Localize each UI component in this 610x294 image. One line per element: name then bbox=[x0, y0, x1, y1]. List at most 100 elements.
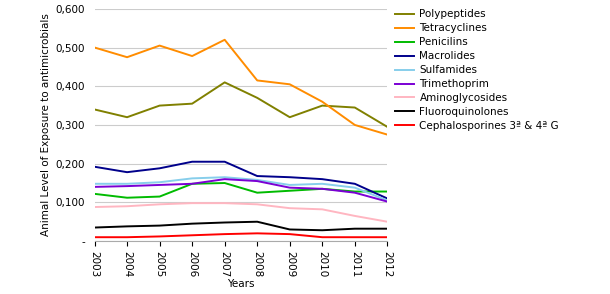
X-axis label: Years: Years bbox=[227, 279, 255, 289]
Aminoglycosides bbox=[384, 220, 391, 223]
Macrolides bbox=[188, 160, 196, 163]
Line: Sulfamides: Sulfamides bbox=[95, 177, 387, 201]
Legend: Polypeptides, Tetracyclines, Penicilins, Macrolides, Sulfamides, Trimethoprim, A: Polypeptides, Tetracyclines, Penicilins,… bbox=[395, 9, 559, 131]
Polypeptides bbox=[156, 104, 163, 107]
Penicilins bbox=[156, 195, 163, 198]
Sulfamides bbox=[384, 199, 391, 202]
Sulfamides bbox=[221, 176, 228, 179]
Tetracyclines bbox=[254, 79, 261, 82]
Sulfamides bbox=[254, 178, 261, 182]
Penicilins bbox=[91, 192, 98, 196]
Polypeptides bbox=[123, 116, 131, 119]
Aminoglycosides bbox=[254, 203, 261, 206]
Cephalosporines 3ª & 4ª G bbox=[384, 235, 391, 239]
Penicilins bbox=[318, 187, 326, 191]
Polypeptides bbox=[351, 106, 359, 109]
Aminoglycosides bbox=[318, 208, 326, 211]
Penicilins bbox=[221, 181, 228, 185]
Line: Trimethoprim: Trimethoprim bbox=[95, 179, 387, 202]
Macrolides bbox=[91, 165, 98, 168]
Line: Polypeptides: Polypeptides bbox=[95, 82, 387, 127]
Fluoroquinolones bbox=[351, 227, 359, 230]
Fluoroquinolones bbox=[221, 221, 228, 224]
Trimethoprim bbox=[188, 182, 196, 186]
Tetracyclines bbox=[351, 123, 359, 127]
Aminoglycosides bbox=[123, 205, 131, 208]
Macrolides bbox=[384, 197, 391, 200]
Aminoglycosides bbox=[188, 201, 196, 205]
Tetracyclines bbox=[123, 56, 131, 59]
Aminoglycosides bbox=[91, 205, 98, 209]
Cephalosporines 3ª & 4ª G bbox=[254, 232, 261, 235]
Fluoroquinolones bbox=[91, 226, 98, 229]
Sulfamides bbox=[286, 183, 293, 187]
Polypeptides bbox=[384, 125, 391, 129]
Sulfamides bbox=[156, 181, 163, 184]
Polypeptides bbox=[286, 116, 293, 119]
Tetracyclines bbox=[286, 83, 293, 86]
Aminoglycosides bbox=[221, 201, 228, 205]
Cephalosporines 3ª & 4ª G bbox=[91, 235, 98, 239]
Penicilins bbox=[351, 190, 359, 193]
Y-axis label: Animal Level of Exposure to antimicrobials: Animal Level of Exposure to antimicrobia… bbox=[41, 14, 51, 236]
Trimethoprim bbox=[286, 186, 293, 189]
Fluoroquinolones bbox=[286, 228, 293, 231]
Fluoroquinolones bbox=[123, 225, 131, 228]
Macrolides bbox=[254, 174, 261, 178]
Polypeptides bbox=[254, 96, 261, 100]
Cephalosporines 3ª & 4ª G bbox=[156, 235, 163, 238]
Tetracyclines bbox=[221, 38, 228, 41]
Trimethoprim bbox=[91, 185, 98, 189]
Polypeptides bbox=[221, 81, 228, 84]
Polypeptides bbox=[318, 104, 326, 107]
Sulfamides bbox=[351, 186, 359, 189]
Tetracyclines bbox=[384, 133, 391, 136]
Macrolides bbox=[318, 177, 326, 181]
Cephalosporines 3ª & 4ª G bbox=[188, 233, 196, 237]
Polypeptides bbox=[188, 102, 196, 106]
Fluoroquinolones bbox=[188, 222, 196, 225]
Cephalosporines 3ª & 4ª G bbox=[351, 235, 359, 239]
Sulfamides bbox=[123, 182, 131, 186]
Penicilins bbox=[384, 190, 391, 193]
Fluoroquinolones bbox=[156, 224, 163, 227]
Polypeptides bbox=[91, 108, 98, 111]
Line: Penicilins: Penicilins bbox=[95, 183, 387, 198]
Trimethoprim bbox=[123, 184, 131, 188]
Macrolides bbox=[351, 182, 359, 186]
Cephalosporines 3ª & 4ª G bbox=[123, 235, 131, 239]
Sulfamides bbox=[188, 177, 196, 180]
Penicilins bbox=[254, 191, 261, 194]
Aminoglycosides bbox=[156, 203, 163, 206]
Trimethoprim bbox=[221, 177, 228, 181]
Fluoroquinolones bbox=[318, 228, 326, 232]
Tetracyclines bbox=[318, 100, 326, 103]
Macrolides bbox=[286, 176, 293, 179]
Fluoroquinolones bbox=[384, 227, 391, 230]
Macrolides bbox=[221, 160, 228, 163]
Trimethoprim bbox=[156, 183, 163, 187]
Aminoglycosides bbox=[286, 206, 293, 210]
Line: Fluoroquinolones: Fluoroquinolones bbox=[95, 222, 387, 230]
Trimethoprim bbox=[318, 187, 326, 191]
Penicilins bbox=[188, 182, 196, 186]
Sulfamides bbox=[318, 182, 326, 186]
Line: Aminoglycosides: Aminoglycosides bbox=[95, 203, 387, 222]
Line: Tetracyclines: Tetracyclines bbox=[95, 40, 387, 135]
Trimethoprim bbox=[384, 200, 391, 203]
Cephalosporines 3ª & 4ª G bbox=[318, 235, 326, 239]
Tetracyclines bbox=[91, 46, 98, 49]
Cephalosporines 3ª & 4ª G bbox=[286, 232, 293, 236]
Trimethoprim bbox=[351, 191, 359, 194]
Cephalosporines 3ª & 4ª G bbox=[221, 232, 228, 236]
Penicilins bbox=[286, 189, 293, 193]
Sulfamides bbox=[91, 182, 98, 186]
Aminoglycosides bbox=[351, 214, 359, 218]
Line: Macrolides: Macrolides bbox=[95, 162, 387, 198]
Line: Cephalosporines 3ª & 4ª G: Cephalosporines 3ª & 4ª G bbox=[95, 233, 387, 237]
Tetracyclines bbox=[188, 54, 196, 58]
Tetracyclines bbox=[156, 44, 163, 47]
Fluoroquinolones bbox=[254, 220, 261, 223]
Trimethoprim bbox=[254, 179, 261, 183]
Macrolides bbox=[123, 171, 131, 174]
